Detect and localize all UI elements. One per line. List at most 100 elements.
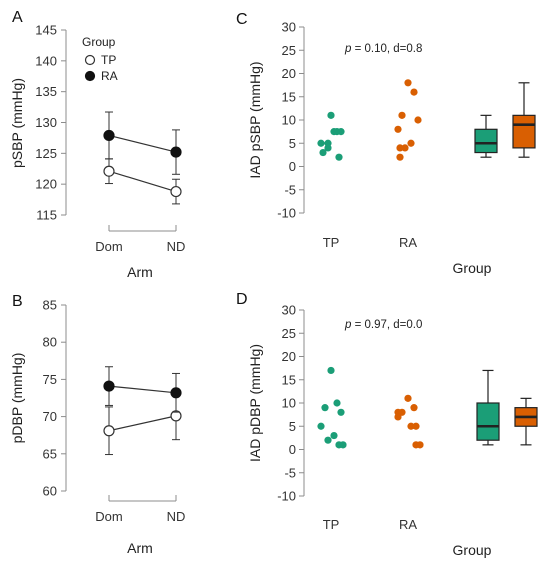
panel-d-x-tick-label: TP <box>323 517 340 532</box>
panel-c-y-tick-label: -10 <box>277 206 296 221</box>
panel-b-plot: 60 65 70 75 80 85 Dom ND <box>43 298 186 525</box>
panel-c-point-ra <box>404 79 412 87</box>
panel-c-y-tick-label: -5 <box>284 182 296 197</box>
panel-b-series-ra-line <box>108 385 177 394</box>
panel-c-y-tick-label: 0 <box>289 159 296 174</box>
panel-c-stat-value: = 0.10, d=0.8 <box>351 43 422 55</box>
legend-marker-ra <box>84 70 96 82</box>
legend-marker-tp <box>84 54 96 66</box>
panel-a-x-tick-label: Dom <box>95 239 122 254</box>
panel-a-label: A <box>12 9 23 26</box>
panel-c-point-ra <box>401 144 409 152</box>
panel-c-box-tp <box>474 128 498 154</box>
panel-a-x-tick-label: ND <box>167 239 186 254</box>
panel-c-y-tick-label: 5 <box>289 136 296 151</box>
panel-d-y-axis-title: IAD pDBP (mmHg) <box>247 344 263 462</box>
panel-b-y-tick-label: 60 <box>43 484 57 499</box>
panel-d-y-tick-label: 15 <box>282 372 296 387</box>
panel-d-point-ra <box>407 422 415 430</box>
panel-d-point-tp <box>324 436 332 444</box>
panel-b-y-tick-label: 65 <box>43 446 57 461</box>
panel-c-point-ra <box>394 125 402 133</box>
panel-b-y-tick-label: 75 <box>43 372 57 387</box>
panel-c-x-axis-title: Group <box>453 260 492 276</box>
panel-a-y-tick-label: 140 <box>35 53 57 68</box>
panel-c-point-ra <box>407 139 415 147</box>
panel-d-point-tp <box>321 404 329 412</box>
panel-d-point-ra <box>416 441 424 449</box>
panel-d-label: D <box>236 291 248 308</box>
panel-c-x-tick-label: TP <box>323 235 340 250</box>
panel-d-x-axis-title: Group <box>453 542 492 558</box>
panel-c-stat-annotation: p = 0.10, d=0.8 <box>344 43 422 55</box>
panel-c-point-tp <box>317 139 325 147</box>
panel-a-point-ra <box>170 146 182 158</box>
panel-d-point-ra <box>394 413 402 421</box>
panel-d-point-ra <box>410 404 418 412</box>
panel-b-x-tick-label: ND <box>167 509 186 524</box>
panel-d-stat-value: = 0.97, d=0.0 <box>351 319 422 331</box>
panel-d-point-tp <box>330 431 338 440</box>
panel-c-point-tp <box>319 148 327 157</box>
panel-c-y-tick-label: 10 <box>282 113 296 128</box>
panel-a-y-tick-label: 135 <box>35 84 57 99</box>
panel-a-y-tick-label: 145 <box>35 23 57 38</box>
panel-d-point-tp <box>339 441 347 449</box>
panel-d-y-tick-label: -10 <box>277 489 296 504</box>
panel-c-point-tp <box>335 153 343 161</box>
panel-b-x-tick-label: Dom <box>95 509 122 524</box>
panel-b-label: B <box>12 293 23 310</box>
panel-c-point-ra <box>396 144 404 152</box>
panel-a: A pSBP (mmHg) Arm Group TP RA 1151201251… <box>9 9 185 280</box>
panel-a-x-axis-title: Arm <box>127 264 153 280</box>
panel-b-point-tp <box>103 425 115 437</box>
panel-d-y-tick-label: 30 <box>282 303 296 318</box>
panel-c: C IAD pSBP (mmHg) Group p = 0.10, d=0.8 … <box>236 11 536 276</box>
panel-a-point-tp <box>170 185 182 198</box>
panel-c-point-tp <box>327 111 335 119</box>
legend-title: Group <box>82 35 116 49</box>
panel-d-y-tick-label: 5 <box>289 419 296 434</box>
panel-c-point-ra <box>398 111 406 119</box>
panel-b: B pDBP (mmHg) Arm 60 65 70 75 80 85 Dom ND <box>9 293 185 556</box>
panel-b-point-ra <box>103 380 115 392</box>
panel-a-y-axis-title: pSBP (mmHg) <box>9 78 25 168</box>
panel-c-y-tick-label: 15 <box>282 89 296 104</box>
panel-c-point-ra <box>410 88 418 96</box>
panel-b-y-tick-label: 80 <box>43 335 57 350</box>
panel-a-y-tick-label: 130 <box>35 115 57 130</box>
panel-d-point-ra <box>404 394 412 402</box>
panel-b-point-ra <box>170 387 182 399</box>
panel-c-plot: -10 -5 0 5 10 15 20 25 30 TP RA <box>277 20 536 250</box>
panel-c-y-tick-label: 25 <box>282 43 296 58</box>
panel-a-plot: 115 120 125 130 135 140 145 Dom ND <box>35 23 185 255</box>
panel-b-y-axis-title: pDBP (mmHg) <box>9 353 25 444</box>
panel-a-series-tp-line <box>108 170 177 193</box>
panel-c-x-tick-label: RA <box>399 235 417 250</box>
panel-a-point-ra <box>103 129 115 142</box>
panel-c-point-tp <box>337 128 345 136</box>
panel-a-legend: Group TP RA <box>82 35 118 83</box>
panel-d-x-tick-label: RA <box>399 517 417 532</box>
panel-c-point-ra <box>396 153 404 161</box>
panel-d-point-tp <box>327 366 335 375</box>
panel-d-plot: -10 -5 0 5 10 15 20 25 30 TP RA <box>277 303 538 532</box>
panel-c-y-tick-label: 20 <box>282 66 296 81</box>
panel-d-point-ra <box>412 422 420 430</box>
panel-d-box-tp <box>476 402 500 441</box>
panel-b-y-tick-label: 85 <box>43 298 57 313</box>
panel-c-point-ra <box>414 116 422 124</box>
panel-d-y-tick-label: 20 <box>282 349 296 364</box>
panel-d-point-tp <box>317 422 325 430</box>
panel-c-y-axis-title: IAD pSBP (mmHg) <box>247 61 263 178</box>
panel-d-y-tick-label: -5 <box>284 465 296 480</box>
panel-d-y-tick-label: 25 <box>282 326 296 341</box>
panel-a-y-tick-label: 120 <box>35 177 57 192</box>
panel-d-stat-annotation: p = 0.97, d=0.0 <box>344 319 422 331</box>
panel-b-x-axis-title: Arm <box>127 540 153 556</box>
panel-d-y-tick-label: 0 <box>289 442 296 457</box>
panel-d: D IAD pDBP (mmHg) Group p = 0.97, d=0.0 … <box>236 291 538 558</box>
panel-a-series-ra-line <box>108 134 177 153</box>
panel-a-y-tick-label: 125 <box>35 146 57 161</box>
